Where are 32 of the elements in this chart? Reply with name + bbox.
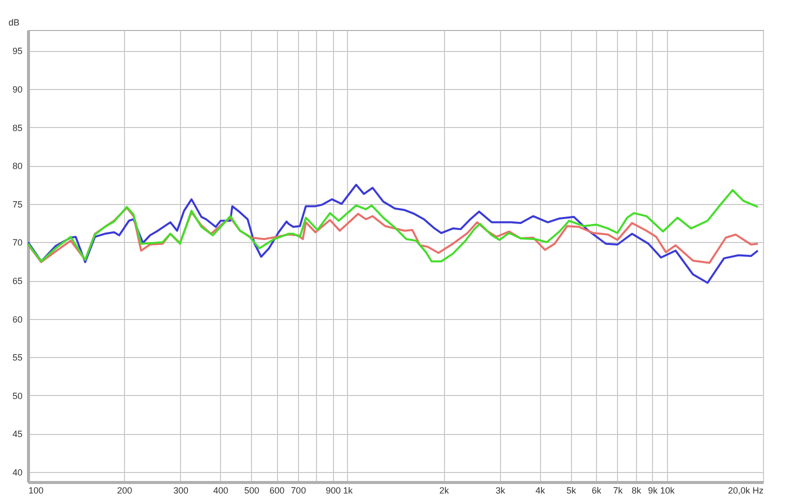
- y-tick-label: 90: [12, 84, 22, 94]
- y-tick-label: 85: [12, 122, 22, 133]
- x-tick-label: 300: [173, 486, 188, 496]
- y-tick-label: 65: [12, 276, 22, 286]
- x-tick-label: 200: [117, 486, 132, 496]
- y-tick-label: 55: [12, 352, 22, 363]
- x-tick-label: 5k: [566, 486, 576, 496]
- y-tick-label: 40: [12, 468, 22, 478]
- x-tick-label: 2k: [439, 486, 450, 496]
- y-axis-title: dB: [8, 18, 20, 28]
- x-tick-label: 400: [213, 486, 228, 496]
- y-tick-label: 70: [12, 238, 22, 248]
- x-tick-label: 8k: [632, 486, 642, 496]
- y-tick-label: 45: [12, 429, 22, 440]
- x-tick-label: 900: [326, 486, 341, 496]
- x-tick-label: 7k: [613, 486, 624, 496]
- y-tick-label: 50: [12, 390, 22, 401]
- y-tick-label: 95: [12, 46, 22, 56]
- x-tick-label: 20,0k Hz: [728, 486, 764, 496]
- x-tick-label: 10k: [660, 486, 676, 496]
- x-tick-label: 6k: [592, 486, 602, 496]
- x-tick-label: 4k: [535, 486, 546, 496]
- y-tick-label: 75: [12, 199, 22, 210]
- x-tick-label: 600: [270, 486, 285, 496]
- x-tick-label: 1k: [343, 486, 354, 496]
- x-tick-label: 9k: [648, 486, 658, 496]
- x-tick-label: 100: [28, 486, 44, 496]
- x-tick-label: 700: [290, 486, 306, 496]
- y-tick-label: 60: [12, 314, 22, 324]
- x-tick-label: 500: [244, 486, 260, 496]
- y-tick-label: 80: [12, 161, 22, 172]
- x-tick-label: 3k: [496, 486, 506, 496]
